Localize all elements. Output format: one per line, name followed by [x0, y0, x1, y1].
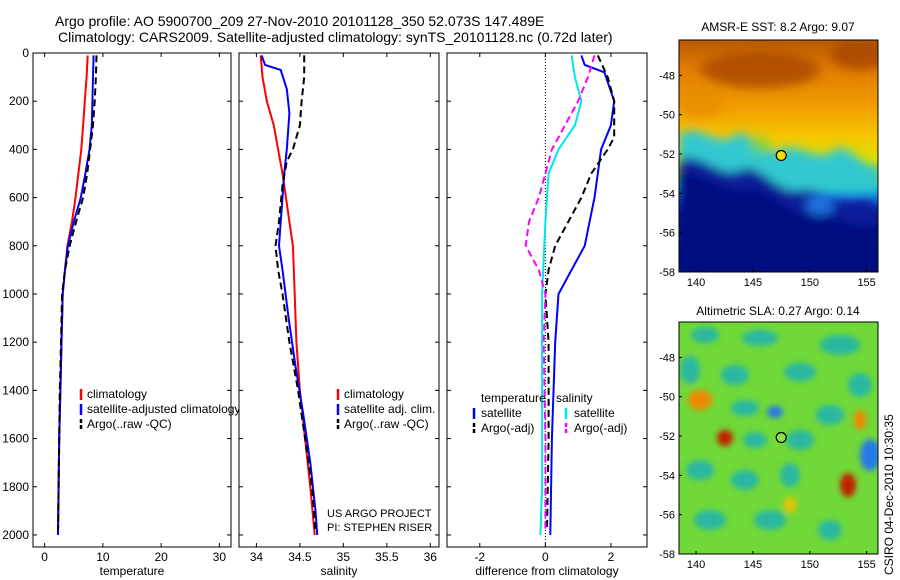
salinity-series-satellite-adj-clim-	[260, 55, 319, 536]
header-line2: Climatology: CARS2009. Satellite-adjuste…	[58, 29, 613, 45]
difference-xtick-label: 0	[542, 550, 549, 564]
sst-map-ytick-label: -58	[659, 267, 675, 279]
sla-map-ytick-label: -54	[659, 470, 675, 482]
salinity-legend-entry: climatology	[344, 387, 404, 401]
sst-argo-marker	[775, 149, 787, 162]
difference-series-salinity-argo-adj-	[524, 55, 596, 533]
salinity-xtick-label: 34	[250, 550, 264, 564]
diff-legend-entry: satellite	[574, 406, 615, 420]
temperature-xtick-label: 0	[41, 550, 48, 564]
temperature-ytick-label: 200	[9, 94, 29, 108]
difference-xtick-label: 2	[608, 550, 615, 564]
diff-legend-title-temperature: temperature	[481, 391, 546, 405]
sla-map-ytick-label: -52	[659, 431, 675, 443]
salinity-xtick-label: 36	[424, 550, 438, 564]
credit-text: CSIRO 04-Dec-2010 10:30:35	[882, 414, 896, 575]
salinity-xlabel: salinity	[321, 564, 358, 578]
salinity-series-argo-raw-qc-	[274, 55, 317, 533]
diff-legend-title-salinity: salinity	[556, 391, 593, 405]
temperature-ytick-label: 600	[9, 191, 29, 205]
temperature-ytick-label: 400	[9, 142, 29, 156]
sst-map-axes: -48 -50 -52 -54 -56 -58 140 145 150 155	[659, 70, 876, 289]
temperature-ytick-label: 1800	[2, 480, 29, 494]
sst-map-field	[679, 40, 878, 272]
sst-map-xtick-label: 155	[857, 277, 875, 289]
temperature-ytick-label: 2000	[2, 528, 29, 542]
sla-map-ytick-label: -56	[659, 510, 675, 522]
sla-map-ytick-label: -58	[659, 549, 675, 561]
sst-map-ytick-label: -52	[659, 149, 675, 161]
sla-map-xtick-label: 145	[744, 559, 762, 571]
sst-map-frame	[678, 39, 879, 273]
sst-map-panel: AMSR-E SST: 8.2 Argo: 9.07 -48-50-52-54-…	[659, 20, 879, 289]
difference-series-temperature-argo-adj-	[544, 54, 616, 531]
salinity-legend-entry: Argo(..raw -QC)	[344, 417, 429, 431]
salinity-panel: 34 34.5 35 35.5 36 salinity climatologysatelli…	[238, 52, 440, 578]
temperature-legend-entry: Argo(..raw -QC)	[87, 417, 172, 431]
sla-map-xtick-label: 150	[801, 559, 819, 571]
sst-map-xtick-label: 145	[744, 277, 762, 289]
difference-series-temperature-satellite	[549, 55, 616, 536]
annotation-project: US ARGO PROJECT	[327, 508, 432, 520]
temperature-series-argo-raw-qc-	[57, 55, 98, 531]
salinity-xtick-label: 35.5	[375, 550, 399, 564]
diff-legend-entry: Argo(-adj)	[574, 421, 627, 435]
temperature-ytick-label: 1000	[2, 287, 29, 301]
sst-map-ytick-label: -56	[659, 228, 675, 240]
temperature-series-satellite-adjusted-climatology	[57, 55, 95, 536]
temperature-ytick-label: 1600	[2, 432, 29, 446]
annotation-pi: PI: STEPHEN RISER	[327, 522, 432, 534]
sla-argo-marker	[775, 431, 787, 444]
sst-map-ytick-label: -48	[659, 70, 675, 82]
temperature-legend-entry: climatology	[87, 387, 147, 401]
sla-map-ytick-label: -48	[659, 352, 675, 364]
salinity-xtick-label: 35	[337, 550, 351, 564]
sst-map-xtick-label: 150	[801, 277, 819, 289]
salinity-xtick-label: 34.5	[288, 550, 312, 564]
sst-map-ytick-label: -50	[659, 110, 675, 122]
temperature-ytick-label: 1400	[2, 383, 29, 397]
temperature-xtick-label: 10	[96, 550, 110, 564]
sla-map-field	[679, 322, 878, 554]
sst-map-xtick-label: 140	[687, 277, 705, 289]
temperature-legend-entry: satellite-adjusted climatology	[87, 402, 240, 416]
diff-legend-entry: Argo(-adj)	[481, 421, 534, 435]
sst-map-ytick-label: -54	[659, 188, 675, 200]
temperature-xtick-label: 30	[213, 550, 227, 564]
temperature-panel: 0 200 400 600 800 1000 1200 1400 1600 1800 2000 0 10…	[2, 46, 240, 578]
temperature-ytick-label: 1200	[2, 335, 29, 349]
temperature-xtick-label: 20	[154, 550, 168, 564]
sla-map-xtick-label: 155	[857, 559, 875, 571]
sst-map-title: AMSR-E SST: 8.2 Argo: 9.07	[701, 20, 855, 34]
sla-map-ytick-label: -50	[659, 392, 675, 404]
sla-map-axes: -48 -50 -52 -54 -56 -58 140 145 150 155	[659, 352, 876, 571]
sla-map-panel: Altimetric SLA: 0.27 Argo: 0.14	[659, 304, 879, 571]
difference-frame	[446, 52, 648, 548]
difference-xtick-label: -2	[474, 550, 485, 564]
salinity-legend-entry: satellite adj. clim.	[344, 402, 435, 416]
sla-map-frame	[678, 321, 879, 555]
salinity-frame	[238, 52, 440, 548]
difference-xlabel: difference from climatology	[475, 564, 618, 578]
sla-map-title: Altimetric SLA: 0.27 Argo: 0.14	[696, 304, 860, 318]
header-line1: Argo profile: AO 5900700_209 27-Nov-2010…	[55, 13, 544, 29]
temperature-ytick-label: 0	[22, 46, 29, 60]
temperature-ytick-label: 800	[9, 239, 29, 253]
diff-legend-entry: satellite	[481, 406, 522, 420]
sla-map-xtick-label: 140	[687, 559, 705, 571]
temperature-frame	[32, 52, 232, 548]
temperature-xlabel: temperature	[100, 564, 165, 578]
